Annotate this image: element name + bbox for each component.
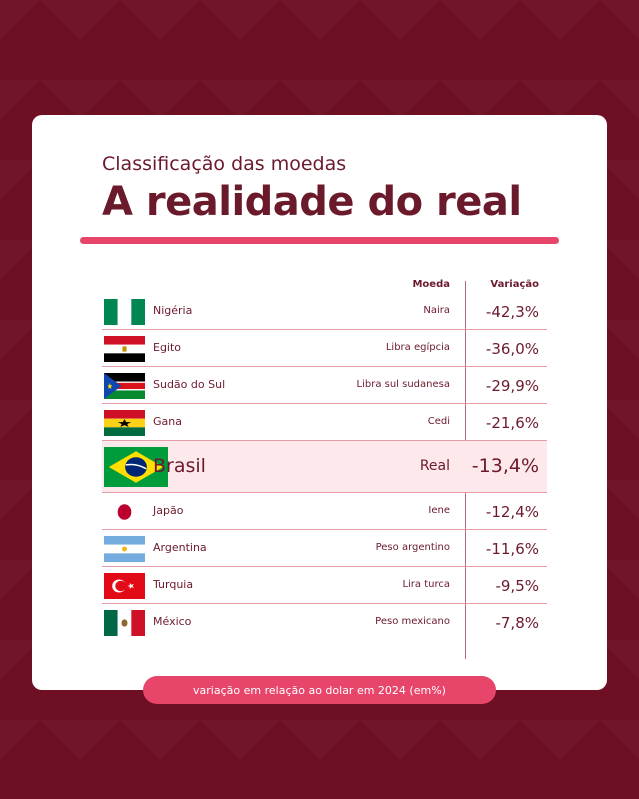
country-name: Sudão do Sul: [153, 378, 226, 391]
variation-value: -13,4%: [471, 455, 539, 477]
currency-name: Peso argentino: [375, 542, 450, 553]
country-name: Argentina: [153, 541, 207, 554]
currency-name: Cedi: [427, 416, 450, 427]
south-sudan-flag-icon: [104, 373, 145, 399]
currency-name: Naira: [423, 305, 450, 316]
table-row: México Peso mexicano -7,8%: [102, 604, 547, 641]
table-header: Moeda Variação: [102, 275, 547, 293]
table-row: Gana Cedi -21,6%: [102, 404, 547, 441]
header-variacao: Variação: [490, 279, 539, 290]
country-name: Turquia: [153, 578, 194, 591]
footer-note-pill: variação em relação ao dolar em 2024 (em…: [143, 676, 496, 704]
argentina-flag-icon: [104, 536, 145, 562]
nigeria-flag-icon: [104, 299, 145, 325]
currency-name: Lira turca: [402, 579, 450, 590]
country-name: Egito: [153, 341, 182, 354]
page-title: A realidade do real: [102, 179, 522, 225]
variation-value: -29,9%: [485, 377, 539, 395]
currency-table: Moeda Variação Nigéria Naira -42,3% Egit…: [102, 275, 547, 659]
subtitle: Classificação das moedas: [102, 153, 347, 175]
country-name: Gana: [153, 415, 182, 428]
country-name: Japão: [153, 504, 184, 517]
mexico-flag-icon: [104, 610, 145, 636]
footer-note: variação em relação ao dolar em 2024 (em…: [193, 683, 446, 697]
brazil-flag-icon: [104, 447, 168, 487]
currency-name: Iene: [428, 505, 450, 516]
title-underline: [80, 237, 559, 244]
currency-name: Real: [419, 458, 450, 474]
variation-value: -42,3%: [485, 303, 539, 321]
header-moeda: Moeda: [412, 279, 450, 290]
variation-value: -12,4%: [485, 503, 539, 521]
variation-value: -9,5%: [495, 577, 539, 595]
currency-name: Peso mexicano: [375, 616, 450, 627]
ranking-card: Classificação das moedas A realidade do …: [32, 115, 607, 690]
variation-value: -7,8%: [495, 614, 539, 632]
turkey-flag-icon: [104, 573, 145, 599]
currency-name: Libra sul sudanesa: [356, 379, 450, 390]
variation-value: -36,0%: [485, 340, 539, 358]
egypt-flag-icon: [104, 336, 145, 362]
variation-value: -11,6%: [485, 540, 539, 558]
country-name: México: [153, 615, 192, 628]
currency-name: Libra egípcia: [385, 342, 450, 353]
table-row: Egito Libra egípcia -36,0%: [102, 330, 547, 367]
table-row: Argentina Peso argentino -11,6%: [102, 530, 547, 567]
table-row: Sudão do Sul Libra sul sudanesa -29,9%: [102, 367, 547, 404]
japan-flag-icon: [104, 499, 145, 525]
country-name: Nigéria: [153, 304, 193, 317]
variation-value: -21,6%: [485, 414, 539, 432]
ghana-flag-icon: [104, 410, 145, 436]
table-row: Nigéria Naira -42,3%: [102, 293, 547, 330]
table-row: Japão Iene -12,4%: [102, 493, 547, 530]
country-name: Brasil: [153, 455, 206, 477]
table-row-highlight: Brasil Real -13,4%: [102, 441, 547, 493]
table-row: Turquia Lira turca -9,5%: [102, 567, 547, 604]
